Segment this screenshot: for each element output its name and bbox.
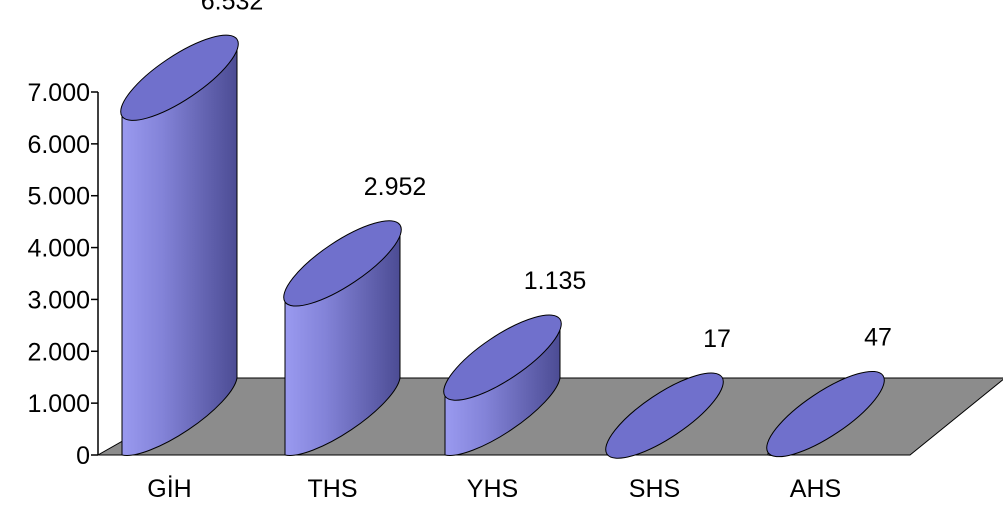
bar-top bbox=[605, 372, 724, 459]
bar-top bbox=[443, 314, 562, 401]
y-tick-label: 5.000 bbox=[27, 183, 90, 211]
y-tick-label: 6.000 bbox=[27, 131, 90, 159]
category-label-0: GİH bbox=[147, 474, 191, 503]
bar-2 bbox=[443, 314, 562, 456]
data-label-4: 47 bbox=[864, 324, 892, 352]
category-label-2: YHS bbox=[467, 475, 518, 503]
bar-top bbox=[766, 370, 885, 458]
data-label-0: 6.532 bbox=[201, 0, 264, 15]
data-label-1: 2.952 bbox=[364, 173, 427, 201]
y-tick-label: 7.000 bbox=[27, 79, 90, 107]
bar-top bbox=[120, 34, 239, 121]
y-tick-label: 2.000 bbox=[27, 338, 90, 366]
bar-3 bbox=[605, 372, 724, 459]
category-label-3: SHS bbox=[629, 475, 680, 503]
y-tick-label: 1.000 bbox=[27, 390, 90, 418]
category-label-1: THS bbox=[308, 475, 358, 503]
bar-1 bbox=[283, 220, 402, 456]
y-tick-label: 3.000 bbox=[27, 286, 90, 314]
category-label-4: AHS bbox=[790, 475, 841, 503]
y-tick-label: 0 bbox=[76, 442, 90, 470]
bar-4 bbox=[766, 370, 885, 458]
data-label-2: 1.135 bbox=[524, 267, 587, 295]
bar-0 bbox=[120, 34, 239, 456]
y-tick-label: 4.000 bbox=[27, 235, 90, 263]
bar-top bbox=[283, 220, 402, 307]
data-label-3: 17 bbox=[703, 325, 731, 353]
